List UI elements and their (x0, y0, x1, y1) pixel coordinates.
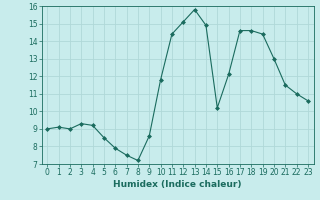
X-axis label: Humidex (Indice chaleur): Humidex (Indice chaleur) (113, 180, 242, 189)
